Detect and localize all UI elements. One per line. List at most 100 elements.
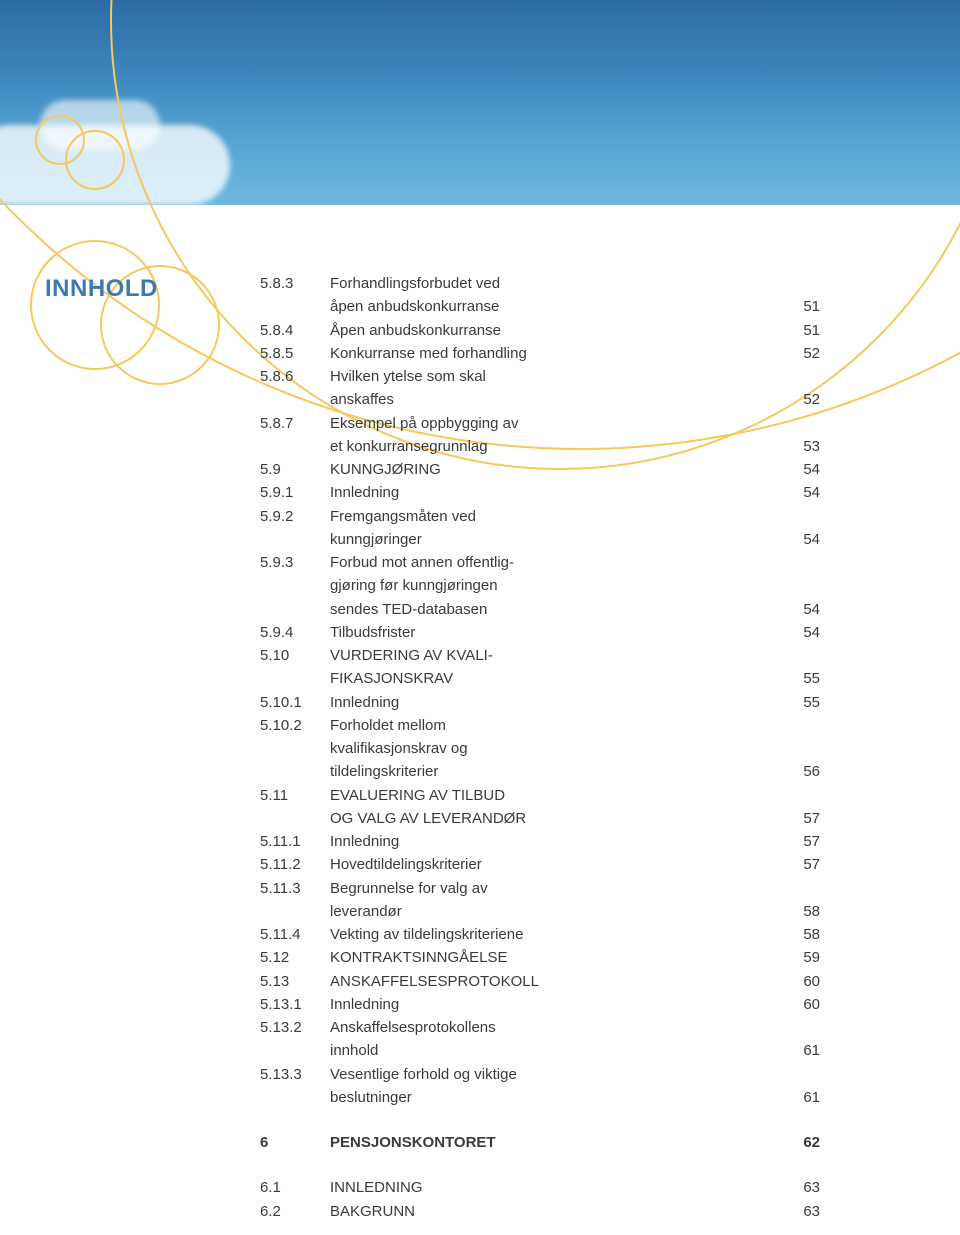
toc-number: 5.8.5 bbox=[260, 342, 330, 365]
toc-row: 5.10.1Innledning55 bbox=[260, 691, 820, 714]
toc-label: OG VALG AV LEVERANDØR bbox=[330, 807, 780, 830]
toc-number: 5.10.1 bbox=[260, 691, 330, 714]
toc-row: 5.8.3Forhandlingsforbudet ved bbox=[260, 272, 820, 295]
toc-number: 5.10.2 bbox=[260, 714, 330, 737]
toc-page-number: 58 bbox=[780, 923, 820, 946]
toc-page-number: 57 bbox=[780, 830, 820, 853]
toc-row: 5.13ANSKAFFELSESPROTOKOLL60 bbox=[260, 970, 820, 993]
toc-label: sendes TED-databasen bbox=[330, 598, 780, 621]
table-of-contents: 5.8.3Forhandlingsforbudet vedåpen anbuds… bbox=[260, 272, 820, 1223]
toc-label: Innledning bbox=[330, 481, 780, 504]
toc-number: 5.12 bbox=[260, 946, 330, 969]
toc-row: 5.8.7Eksempel på oppbygging av bbox=[260, 412, 820, 435]
toc-label: Forholdet mellom bbox=[330, 714, 780, 737]
toc-label: Vesentlige forhold og viktige bbox=[330, 1063, 780, 1086]
toc-page-number: 54 bbox=[780, 528, 820, 551]
toc-row: 5.13.1Innledning60 bbox=[260, 993, 820, 1016]
toc-label: VURDERING AV KVALI- bbox=[330, 644, 780, 667]
toc-label: kunngjøringer bbox=[330, 528, 780, 551]
toc-row: 5.11.3Begrunnelse for valg av bbox=[260, 877, 820, 900]
toc-number: 5.13 bbox=[260, 970, 330, 993]
toc-label: innhold bbox=[330, 1039, 780, 1062]
toc-label: KONTRAKTSINNGÅELSE bbox=[330, 946, 780, 969]
toc-label: KUNNGJØRING bbox=[330, 458, 780, 481]
toc-row: gjøring før kunngjøringen bbox=[260, 574, 820, 597]
toc-row: 5.9.3Forbud mot annen offentlig- bbox=[260, 551, 820, 574]
toc-label: beslutninger bbox=[330, 1086, 780, 1109]
page-title: INNHOLD bbox=[45, 275, 158, 303]
toc-label: åpen anbudskonkurranse bbox=[330, 295, 780, 318]
toc-row: innhold61 bbox=[260, 1039, 820, 1062]
toc-label: Begrunnelse for valg av bbox=[330, 877, 780, 900]
toc-row: 5.10.2Forholdet mellom bbox=[260, 714, 820, 737]
toc-page-number: 60 bbox=[780, 993, 820, 1016]
toc-row: kunngjøringer54 bbox=[260, 528, 820, 551]
toc-label: Innledning bbox=[330, 830, 780, 853]
toc-label: Tilbudsfrister bbox=[330, 621, 780, 644]
toc-number: 6 bbox=[260, 1131, 330, 1154]
toc-row: 5.9.4Tilbudsfrister54 bbox=[260, 621, 820, 644]
toc-page-number: 61 bbox=[780, 1086, 820, 1109]
toc-page-number: 54 bbox=[780, 458, 820, 481]
toc-number: 5.10 bbox=[260, 644, 330, 667]
toc-number: 5.11.1 bbox=[260, 830, 330, 853]
toc-number: 5.13.2 bbox=[260, 1016, 330, 1039]
toc-number: 5.8.7 bbox=[260, 412, 330, 435]
toc-page-number: 53 bbox=[780, 435, 820, 458]
toc-number: 6.2 bbox=[260, 1200, 330, 1223]
toc-row: åpen anbudskonkurranse51 bbox=[260, 295, 820, 318]
toc-row: et konkurransegrunnlag53 bbox=[260, 435, 820, 458]
toc-page-number: 55 bbox=[780, 691, 820, 714]
toc-row: 5.8.4Åpen anbudskonkurranse51 bbox=[260, 319, 820, 342]
toc-row: beslutninger61 bbox=[260, 1086, 820, 1109]
toc-page-number: 59 bbox=[780, 946, 820, 969]
toc-row: sendes TED-databasen54 bbox=[260, 598, 820, 621]
toc-label: Innledning bbox=[330, 993, 780, 1016]
toc-number: 5.13.1 bbox=[260, 993, 330, 1016]
toc-row: FIKASJONSKRAV55 bbox=[260, 667, 820, 690]
toc-label: tildelingskriterier bbox=[330, 760, 780, 783]
toc-page-number: 63 bbox=[780, 1176, 820, 1199]
toc-page-number: 57 bbox=[780, 807, 820, 830]
toc-label: ANSKAFFELSESPROTOKOLL bbox=[330, 970, 780, 993]
toc-row: 6.2BAKGRUNN63 bbox=[260, 1200, 820, 1223]
toc-row: 5.12KONTRAKTSINNGÅELSE59 bbox=[260, 946, 820, 969]
toc-row: 5.11.2Hovedtildelingskriterier57 bbox=[260, 853, 820, 876]
toc-number: 5.9.3 bbox=[260, 551, 330, 574]
toc-page-number: 60 bbox=[780, 970, 820, 993]
toc-label: anskaffes bbox=[330, 388, 780, 411]
toc-page-number: 56 bbox=[780, 760, 820, 783]
toc-row: 5.9.1Innledning54 bbox=[260, 481, 820, 504]
toc-label: Hvilken ytelse som skal bbox=[330, 365, 780, 388]
toc-label: EVALUERING AV TILBUD bbox=[330, 784, 780, 807]
toc-label: FIKASJONSKRAV bbox=[330, 667, 780, 690]
toc-page-number: 54 bbox=[780, 481, 820, 504]
toc-label: Forhandlingsforbudet ved bbox=[330, 272, 780, 295]
toc-label: gjøring før kunngjøringen bbox=[330, 574, 780, 597]
toc-label: Innledning bbox=[330, 691, 780, 714]
toc-row: 5.13.3Vesentlige forhold og viktige bbox=[260, 1063, 820, 1086]
toc-row: tildelingskriterier56 bbox=[260, 760, 820, 783]
toc-number: 5.9 bbox=[260, 458, 330, 481]
toc-number: 5.11.4 bbox=[260, 923, 330, 946]
toc-row: 5.13.2Anskaffelsesprotokollens bbox=[260, 1016, 820, 1039]
toc-label: Konkurranse med forhandling bbox=[330, 342, 780, 365]
toc-number: 5.11.2 bbox=[260, 853, 330, 876]
toc-number: 5.11 bbox=[260, 784, 330, 807]
toc-page-number: 52 bbox=[780, 388, 820, 411]
toc-number: 5.9.2 bbox=[260, 505, 330, 528]
toc-label: Hovedtildelingskriterier bbox=[330, 853, 780, 876]
toc-label: Åpen anbudskonkurranse bbox=[330, 319, 780, 342]
toc-page-number: 57 bbox=[780, 853, 820, 876]
toc-row: 5.11.1Innledning57 bbox=[260, 830, 820, 853]
toc-number: 5.8.4 bbox=[260, 319, 330, 342]
toc-label: Vekting av tildelingskriteriene bbox=[330, 923, 780, 946]
toc-page-number: 51 bbox=[780, 319, 820, 342]
toc-row: 5.9KUNNGJØRING54 bbox=[260, 458, 820, 481]
toc-number: 5.8.3 bbox=[260, 272, 330, 295]
toc-label: Eksempel på oppbygging av bbox=[330, 412, 780, 435]
toc-label: leverandør bbox=[330, 900, 780, 923]
toc-row: 5.8.5Konkurranse med forhandling52 bbox=[260, 342, 820, 365]
toc-row: 5.11EVALUERING AV TILBUD bbox=[260, 784, 820, 807]
toc-page-number: 54 bbox=[780, 621, 820, 644]
